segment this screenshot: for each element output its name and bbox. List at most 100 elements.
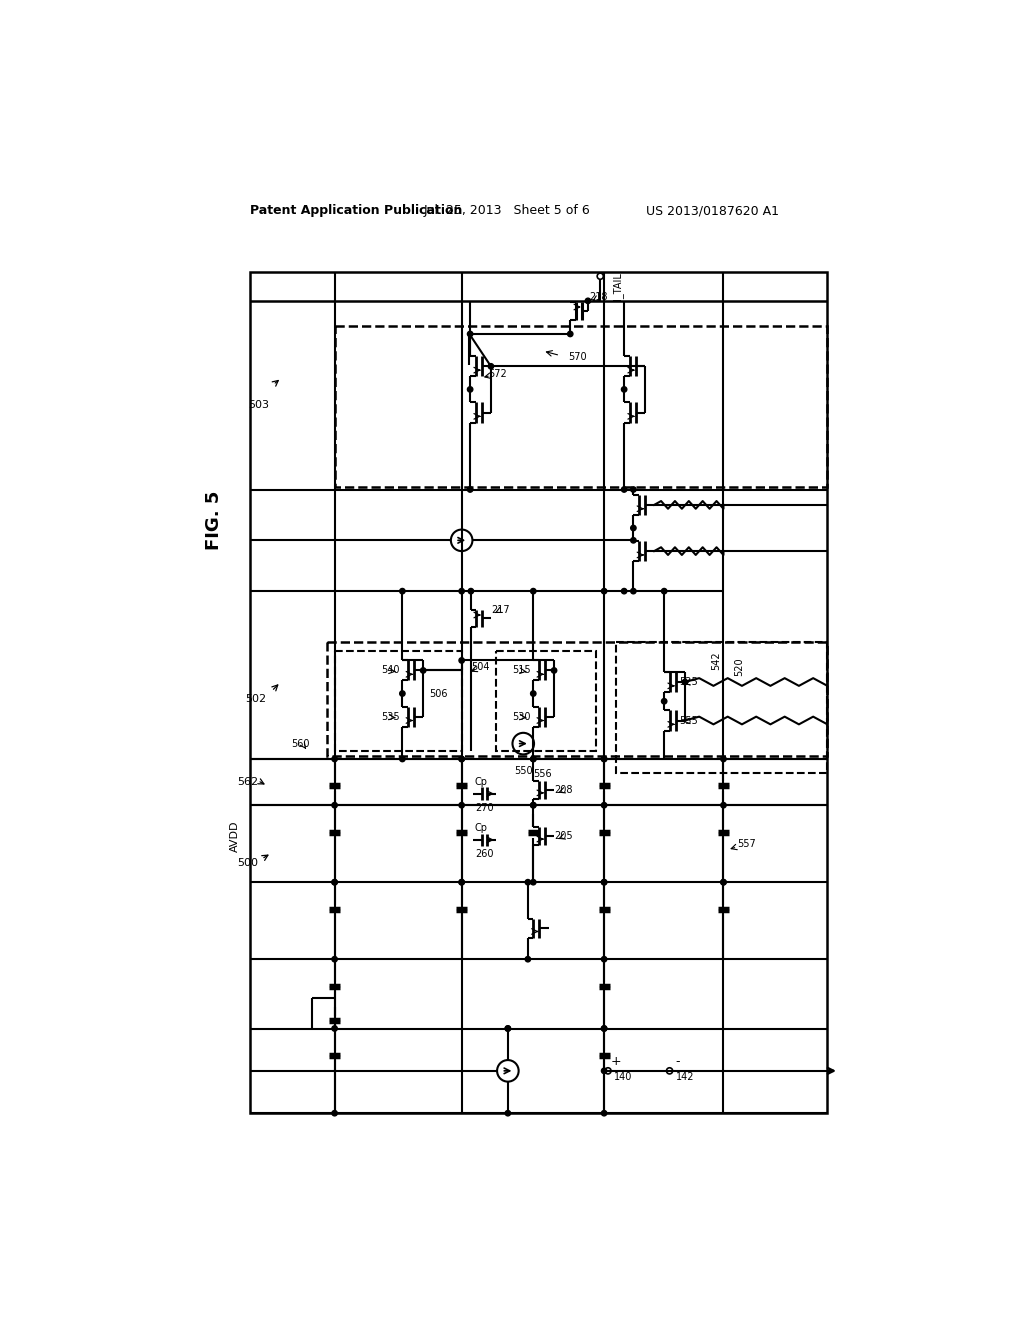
Text: FIG. 5: FIG. 5 xyxy=(205,491,223,550)
Text: 270: 270 xyxy=(475,803,494,813)
Circle shape xyxy=(586,298,591,304)
Circle shape xyxy=(467,331,473,337)
Circle shape xyxy=(601,756,607,762)
Text: 525: 525 xyxy=(680,677,698,686)
Text: 506: 506 xyxy=(429,689,447,698)
Circle shape xyxy=(530,879,536,884)
Circle shape xyxy=(505,1110,511,1115)
Text: Jul. 25, 2013   Sheet 5 of 6: Jul. 25, 2013 Sheet 5 of 6 xyxy=(423,205,590,218)
Circle shape xyxy=(530,589,536,594)
Circle shape xyxy=(399,589,406,594)
Circle shape xyxy=(421,668,426,673)
Text: 515: 515 xyxy=(512,665,531,676)
Text: 530: 530 xyxy=(512,711,531,722)
Text: Cp: Cp xyxy=(474,777,487,787)
Circle shape xyxy=(459,803,464,808)
Circle shape xyxy=(459,657,464,663)
Circle shape xyxy=(662,698,667,704)
Circle shape xyxy=(622,387,627,392)
Circle shape xyxy=(631,537,636,543)
Text: Patent Application Publication: Patent Application Publication xyxy=(250,205,462,218)
Circle shape xyxy=(459,879,464,884)
Text: 205: 205 xyxy=(554,832,572,841)
Text: 557: 557 xyxy=(737,838,756,849)
Text: I_TAIL: I_TAIL xyxy=(611,272,623,300)
Circle shape xyxy=(631,589,636,594)
Text: -: - xyxy=(675,1055,680,1068)
Circle shape xyxy=(530,803,536,808)
Circle shape xyxy=(631,525,636,531)
Circle shape xyxy=(567,331,572,337)
Text: 570: 570 xyxy=(568,352,587,362)
Text: 555: 555 xyxy=(680,715,698,726)
Circle shape xyxy=(662,589,667,594)
Circle shape xyxy=(467,487,473,492)
Bar xyxy=(250,272,827,1113)
Text: 550: 550 xyxy=(514,766,532,776)
Text: 542: 542 xyxy=(711,651,721,669)
Circle shape xyxy=(682,680,688,685)
Circle shape xyxy=(631,487,636,492)
Text: 218: 218 xyxy=(590,292,608,302)
Circle shape xyxy=(468,589,473,594)
Text: 504: 504 xyxy=(472,661,490,672)
Circle shape xyxy=(505,1026,511,1031)
Text: Cp: Cp xyxy=(474,824,487,833)
Text: 520: 520 xyxy=(734,657,743,676)
Circle shape xyxy=(601,1026,607,1031)
Text: 572: 572 xyxy=(487,370,507,379)
Circle shape xyxy=(721,879,726,884)
Text: US 2013/0187620 A1: US 2013/0187620 A1 xyxy=(646,205,779,218)
Circle shape xyxy=(601,957,607,962)
Circle shape xyxy=(332,756,337,762)
Circle shape xyxy=(459,879,464,884)
Text: +: + xyxy=(610,1055,621,1068)
Circle shape xyxy=(721,756,726,762)
Circle shape xyxy=(601,1068,607,1073)
Circle shape xyxy=(721,803,726,808)
Text: 140: 140 xyxy=(614,1072,633,1082)
Circle shape xyxy=(459,756,464,762)
Circle shape xyxy=(525,957,530,962)
Circle shape xyxy=(332,1026,337,1031)
Circle shape xyxy=(601,1110,607,1115)
Text: 142: 142 xyxy=(676,1072,694,1082)
Circle shape xyxy=(488,363,494,370)
Text: 208: 208 xyxy=(554,785,572,795)
Text: 535: 535 xyxy=(382,711,400,722)
Circle shape xyxy=(332,957,337,962)
Circle shape xyxy=(530,756,536,762)
Circle shape xyxy=(525,879,530,884)
Circle shape xyxy=(551,668,557,673)
Circle shape xyxy=(530,803,536,808)
Circle shape xyxy=(505,1026,511,1031)
Circle shape xyxy=(622,487,627,492)
Circle shape xyxy=(399,690,406,696)
Circle shape xyxy=(467,387,473,392)
Text: 260: 260 xyxy=(475,849,494,859)
Text: 562: 562 xyxy=(237,777,258,787)
Text: 217: 217 xyxy=(490,606,510,615)
Circle shape xyxy=(459,589,464,594)
Bar xyxy=(327,642,827,756)
Text: 560: 560 xyxy=(291,739,309,748)
Circle shape xyxy=(601,803,607,808)
Circle shape xyxy=(601,589,607,594)
Circle shape xyxy=(530,690,536,696)
Circle shape xyxy=(622,589,627,594)
Circle shape xyxy=(332,803,337,808)
Text: AVDD: AVDD xyxy=(229,820,240,851)
Circle shape xyxy=(601,756,607,762)
Text: 540: 540 xyxy=(382,665,400,676)
Text: 502: 502 xyxy=(246,694,266,704)
Circle shape xyxy=(601,879,607,884)
Text: 500: 500 xyxy=(238,858,258,869)
Circle shape xyxy=(332,1110,337,1115)
Circle shape xyxy=(332,879,337,884)
Circle shape xyxy=(530,756,536,762)
Circle shape xyxy=(459,756,464,762)
Bar xyxy=(615,642,827,774)
Bar xyxy=(497,651,596,751)
Bar xyxy=(335,326,827,487)
Bar xyxy=(335,651,462,751)
